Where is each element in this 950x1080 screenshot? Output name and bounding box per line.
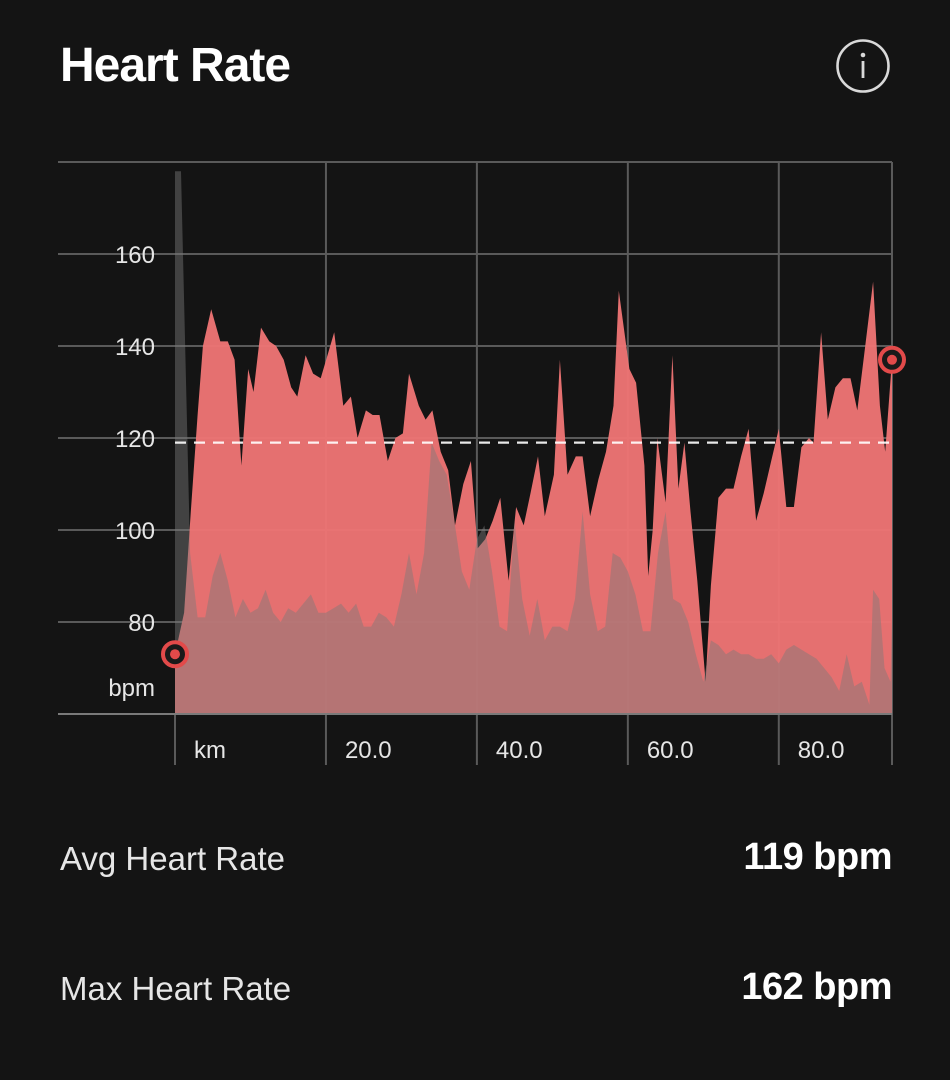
info-circle-icon bbox=[836, 39, 890, 93]
y-tick-label-160: 160 bbox=[115, 242, 155, 269]
marker-dot-1 bbox=[887, 354, 897, 365]
x-tick-label-20: 20.0 bbox=[345, 737, 392, 764]
avg-heart-rate-label: Avg Heart Rate bbox=[60, 840, 286, 877]
avg-heart-rate-value: 119 bpm bbox=[743, 836, 892, 878]
y-tick-label-100: 100 bbox=[115, 518, 155, 545]
avg-heart-rate-row: Avg Heart Rate 119 bpm bbox=[60, 830, 892, 890]
max-heart-rate-value: 162 bpm bbox=[741, 966, 892, 1008]
info-button[interactable] bbox=[836, 39, 890, 93]
x-tick-label-80: 80.0 bbox=[798, 737, 845, 764]
header: Heart Rate bbox=[60, 30, 890, 110]
x-axis-unit-label: km bbox=[194, 737, 226, 764]
elevation-profile-area bbox=[175, 171, 892, 714]
y-tick-label-80: 80 bbox=[128, 610, 155, 637]
max-heart-rate-label: Max Heart Rate bbox=[60, 970, 292, 1007]
marker-dot-0 bbox=[170, 649, 180, 660]
y-axis-unit-label: bpm bbox=[108, 675, 155, 702]
max-heart-rate-row: Max Heart Rate 162 bpm bbox=[60, 960, 892, 1020]
heart-rate-chart-svg: 80 100 120 140 160 bpm km 20.0 40.0 60.0 80.0 bbox=[58, 161, 906, 765]
x-tick-label-40: 40.0 bbox=[496, 737, 543, 764]
page-title: Heart Rate bbox=[60, 39, 291, 92]
heart-rate-chart: 80 100 120 140 160 bpm km 20.0 40.0 60.0 80.0 bbox=[0, 150, 950, 780]
x-tick-label-60: 60.0 bbox=[647, 737, 694, 764]
y-tick-label-140: 140 bbox=[115, 334, 155, 361]
heart-rate-area bbox=[175, 281, 892, 714]
y-tick-label-120: 120 bbox=[115, 426, 155, 453]
